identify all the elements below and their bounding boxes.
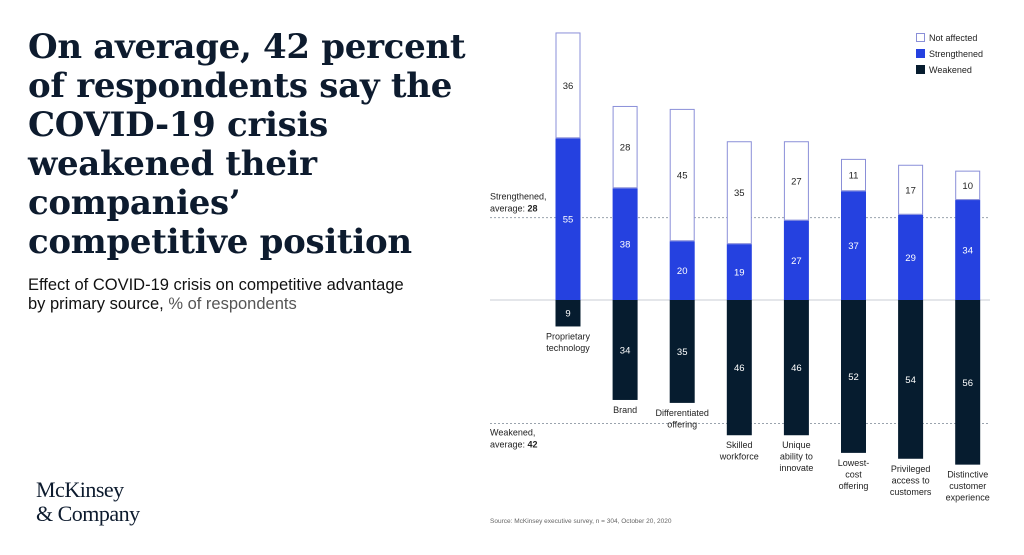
bar-not-affected-distinctive-customer-experience [955, 170, 981, 201]
category-label-differentiated-offering-1: Differentiated [656, 408, 709, 418]
label-strengthened-brand: 38 [620, 240, 631, 251]
bar-strengthened-skilled-workforce [726, 244, 752, 300]
category-label-lowest-cost-offering-1: Lowest- [838, 458, 870, 468]
category-label-unique-ability-to-innovate-2: ability to [780, 452, 813, 462]
label-strengthened-proprietary-technology: 55 [563, 215, 574, 226]
label-weakened-privileged-access-to-customers: 54 [905, 375, 916, 386]
category-label-unique-ability-to-innovate-1: Unique [782, 440, 811, 450]
label-strengthened-skilled-workforce: 19 [734, 268, 745, 279]
label-not-affected-proprietary-technology: 36 [563, 81, 574, 92]
source-note: Source: McKinsey executive survey, n = 3… [490, 518, 672, 525]
strengthened-average-label: Strengthened, [490, 192, 547, 202]
label-strengthened-differentiated-offering: 20 [677, 266, 688, 277]
category-label-proprietary-technology-2: technology [546, 343, 590, 353]
bar-weakened-unique-ability-to-innovate [783, 300, 809, 436]
label-weakened-differentiated-offering: 35 [677, 347, 688, 358]
brand-line-1: McKinsey [36, 477, 124, 502]
bar-strengthened-proprietary-technology [555, 138, 581, 300]
bar-not-affected-brand [612, 105, 638, 189]
bar-weakened-proprietary-technology [555, 300, 581, 327]
bar-not-affected-privileged-access-to-customers [898, 164, 924, 215]
headline: On average, 42 percent of respondents sa… [28, 27, 466, 262]
bar-weakened-distinctive-customer-experience [955, 300, 981, 465]
label-weakened-distinctive-customer-experience: 56 [962, 378, 973, 389]
category-label-privileged-access-to-customers-1: Privileged [891, 464, 931, 474]
legend-swatch-strengthened [916, 49, 925, 58]
bar-not-affected-proprietary-technology [555, 32, 581, 139]
bar-weakened-differentiated-offering [669, 300, 695, 403]
bar-not-affected-differentiated-offering [669, 108, 695, 242]
bar-strengthened-privileged-access-to-customers [898, 214, 924, 300]
bar-weakened-privileged-access-to-customers [898, 300, 924, 459]
label-weakened-brand: 34 [620, 345, 631, 356]
bar-strengthened-brand [612, 188, 638, 300]
category-label-privileged-access-to-customers-3: customers [890, 487, 932, 497]
category-label-lowest-cost-offering-2: cost [845, 469, 862, 479]
legend-swatch-weakened [916, 65, 925, 74]
category-label-distinctive-customer-experience-3: experience [946, 493, 990, 503]
label-not-affected-unique-ability-to-innovate: 27 [791, 176, 802, 187]
category-label-distinctive-customer-experience-2: customer [949, 481, 986, 491]
bar-not-affected-lowest-cost-offering [841, 158, 866, 192]
subtitle-main: Effect of COVID-19 crisis on competitive… [28, 276, 404, 313]
label-not-affected-skilled-workforce: 35 [734, 188, 745, 199]
category-label-proprietary-technology-1: Proprietary [546, 331, 591, 341]
legend-swatch-not-affected [916, 33, 925, 42]
category-label-skilled-workforce-2: workforce [719, 452, 759, 462]
weakened-average-label: Weakened, [490, 427, 535, 437]
legend-label-strengthened: Strengthened [929, 49, 983, 59]
strengthened-average-value: average: 28 [490, 204, 538, 214]
category-label-differentiated-offering-2: offering [667, 419, 697, 429]
label-strengthened-privileged-access-to-customers: 29 [905, 253, 916, 264]
label-strengthened-unique-ability-to-innovate: 27 [791, 256, 802, 267]
legend-label-weakened: Weakened [929, 65, 972, 75]
label-weakened-proprietary-technology: 9 [565, 309, 570, 320]
label-not-affected-brand: 28 [620, 143, 631, 154]
weakened-average-value: average: 42 [490, 439, 538, 449]
label-not-affected-lowest-cost-offering: 11 [849, 171, 859, 182]
bar-strengthened-distinctive-customer-experience [955, 200, 981, 300]
category-label-privileged-access-to-customers-2: access to [892, 475, 930, 485]
category-label-unique-ability-to-innovate-3: innovate [779, 463, 813, 473]
label-not-affected-distinctive-customer-experience: 10 [962, 181, 973, 192]
bar-strengthened-unique-ability-to-innovate [783, 220, 809, 300]
label-not-affected-privileged-access-to-customers: 17 [905, 185, 916, 196]
bar-weakened-skilled-workforce [726, 300, 752, 436]
label-strengthened-distinctive-customer-experience: 34 [962, 246, 973, 257]
legend-label-not-affected: Not affected [929, 33, 977, 43]
bar-strengthened-lowest-cost-offering [841, 191, 866, 300]
subtitle-unit: % of respondents [168, 295, 297, 313]
bar-not-affected-unique-ability-to-innovate [783, 141, 809, 221]
label-weakened-lowest-cost-offering: 52 [848, 372, 859, 383]
label-weakened-unique-ability-to-innovate: 46 [791, 363, 802, 374]
category-label-distinctive-customer-experience-1: Distinctive [947, 470, 988, 480]
bar-weakened-lowest-cost-offering [841, 300, 866, 453]
category-label-brand-1: Brand [613, 405, 637, 415]
bar-strengthened-differentiated-offering [669, 241, 695, 300]
label-strengthened-lowest-cost-offering: 37 [848, 241, 859, 252]
subtitle: Effect of COVID-19 crisis on competitive… [28, 276, 408, 314]
category-label-lowest-cost-offering-3: offering [839, 481, 869, 491]
bar-weakened-brand [612, 300, 638, 400]
brand-line-2: & Company [36, 501, 140, 526]
label-weakened-skilled-workforce: 46 [734, 363, 745, 374]
bar-not-affected-skilled-workforce [726, 141, 752, 245]
mckinsey-logo: McKinsey & Company [36, 478, 140, 526]
category-label-skilled-workforce-1: Skilled [726, 440, 753, 450]
label-not-affected-differentiated-offering: 45 [677, 171, 688, 182]
